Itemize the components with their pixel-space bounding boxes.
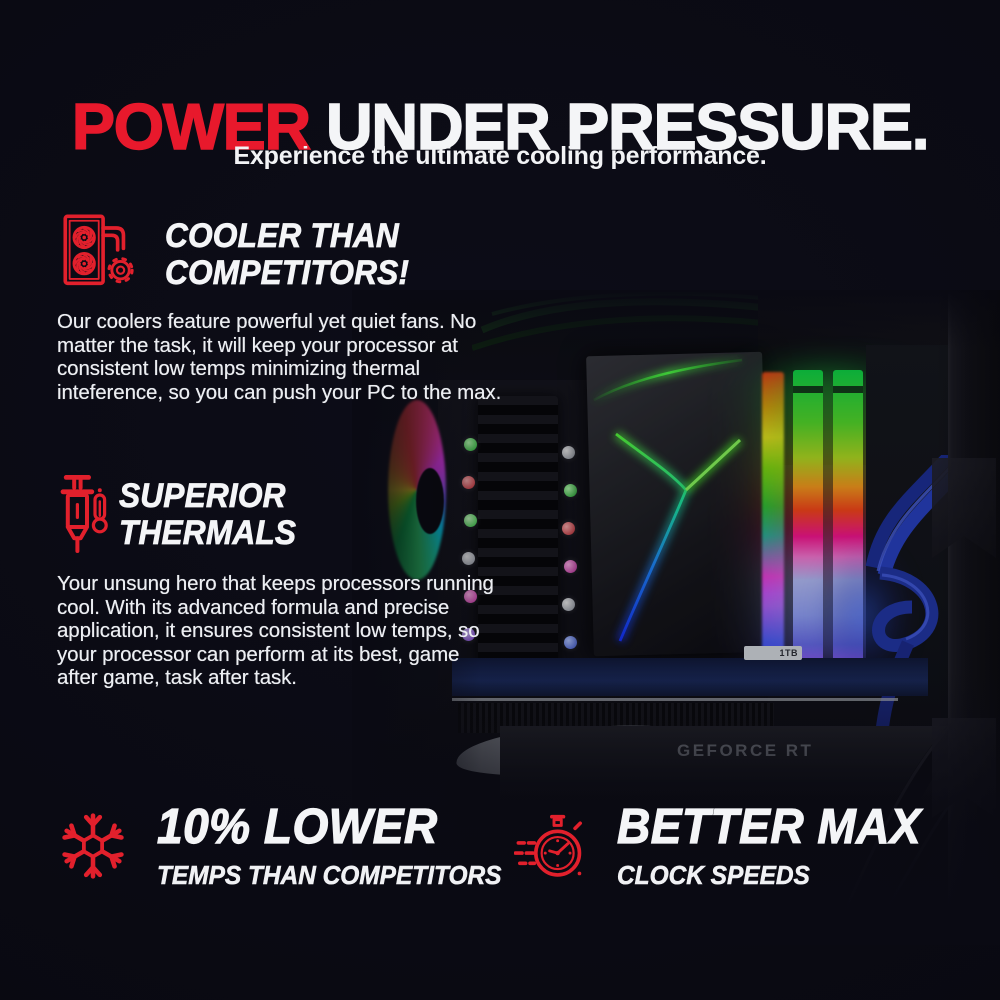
headline: POWER UNDER PRESSURE.	[0, 93, 1000, 159]
badge-title: 10% LOWER	[156, 800, 438, 854]
section-cooler-than-competitors: COOLER THAN COMPETITORS!	[58, 206, 427, 298]
badge-subtitle: CLOCK SPEEDS	[617, 860, 810, 891]
stopwatch-icon	[514, 814, 583, 877]
subtitle: Experience the ultimate cooling performa…	[233, 142, 767, 170]
badge-text: 10% LOWER TEMPS THAN COMPETITORS	[156, 800, 502, 891]
badge-lower-temps: 10% LOWER TEMPS THAN COMPETITORS	[55, 800, 523, 891]
thermal-paste-syringe-icon	[60, 475, 108, 553]
headline-rest: UNDER PRESSURE.	[325, 89, 930, 163]
section-heading: SUPERIOR THERMALS	[119, 477, 297, 552]
section-heading: COOLER THAN COMPETITORS!	[165, 217, 410, 292]
badge-title: BETTER MAX	[616, 800, 922, 854]
badge-text: BETTER MAX CLOCK SPEEDS	[616, 800, 922, 891]
badge-clock-speeds: BETTER MAX CLOCK SPEEDS	[514, 800, 941, 894]
snowflake-icon	[55, 802, 131, 890]
section-body: Our coolers feature powerful yet quiet f…	[57, 310, 502, 404]
section-superior-thermals: SUPERIOR THERMALS	[55, 468, 309, 562]
badge-subtitle: TEMPS THAN COMPETITORS	[157, 860, 502, 891]
photo-fade-bottom	[352, 290, 1000, 945]
headline-emphasis: POWER	[71, 89, 312, 163]
pc-interior-photo: 1TB GEFORCE RT	[352, 290, 1000, 945]
aio-liquid-cooler-icon	[63, 214, 134, 286]
section-body: Your unsung hero that keeps processors r…	[57, 572, 494, 690]
